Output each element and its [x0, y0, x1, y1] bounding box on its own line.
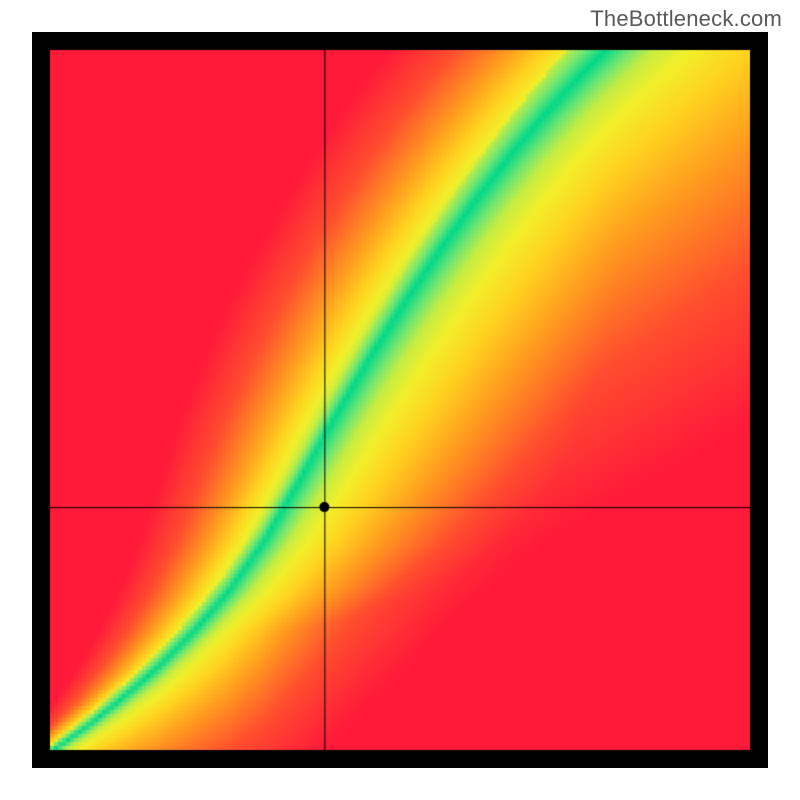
chart-container: TheBottleneck.com — [0, 0, 800, 800]
heatmap-frame — [32, 32, 768, 768]
heatmap-canvas — [32, 32, 768, 768]
watermark-text: TheBottleneck.com — [590, 6, 782, 32]
